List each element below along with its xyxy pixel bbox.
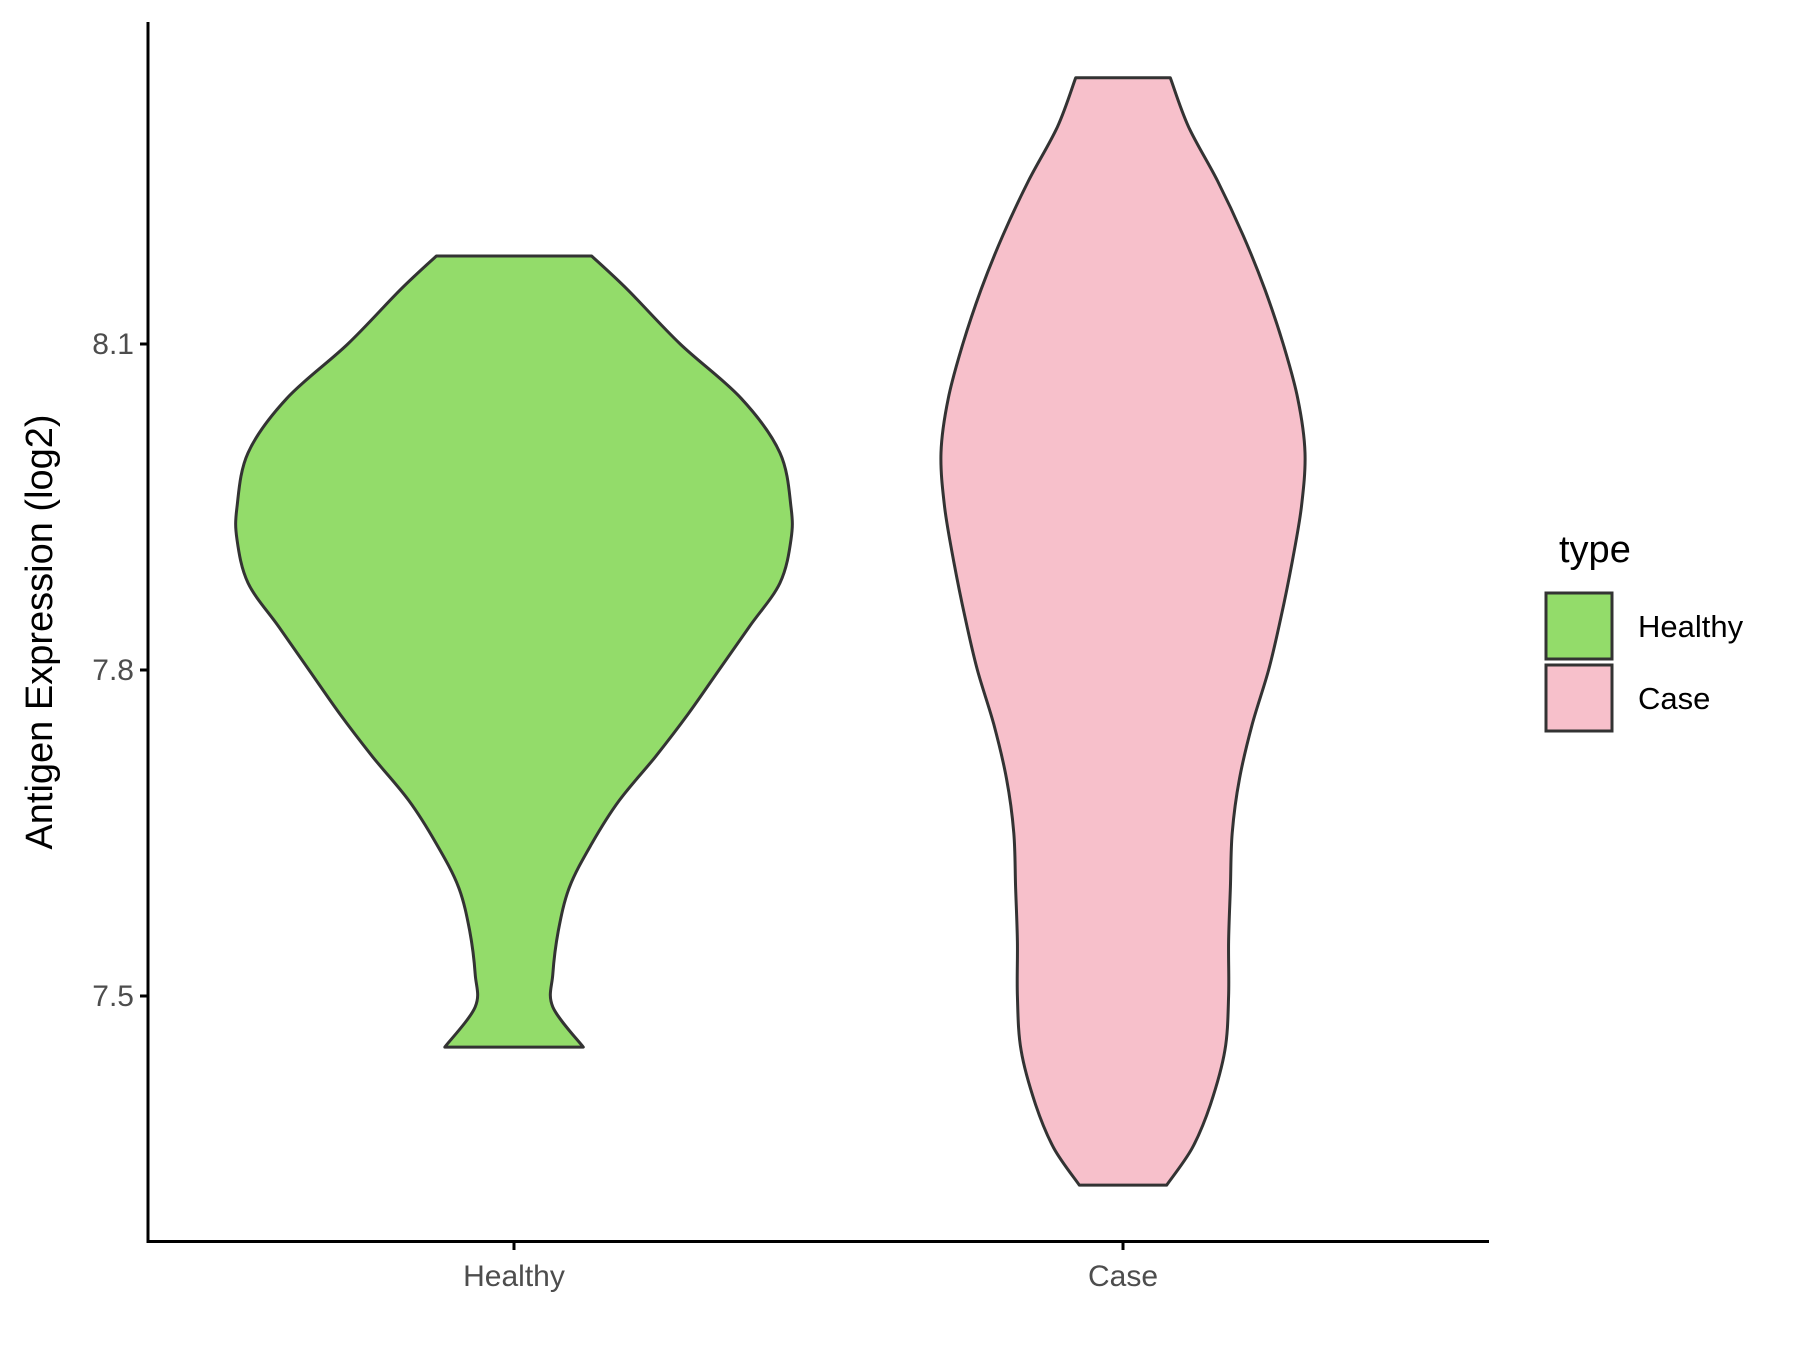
x-tick-label: Case	[1088, 1260, 1158, 1293]
violin-case	[939, 76, 1307, 1187]
legend-label: Case	[1638, 681, 1710, 716]
y-axis-ticks: 7.5 7.8 8.1	[92, 328, 148, 1013]
legend-key-case	[1544, 663, 1614, 733]
y-tick-label: 7.5	[92, 980, 134, 1013]
legend-label: Healthy	[1638, 609, 1744, 644]
x-axis-ticks: Healthy Case	[463, 1241, 1158, 1293]
y-tick-label: 8.1	[92, 328, 134, 361]
legend: type Healthy Case	[1544, 529, 1744, 733]
y-axis-title: Antigen Expression (log2)	[19, 414, 61, 849]
y-tick-label: 7.8	[92, 654, 134, 687]
violin-layer	[234, 76, 1307, 1187]
x-tick-label: Healthy	[463, 1260, 565, 1293]
legend-key-healthy	[1544, 591, 1614, 661]
legend-title: type	[1559, 529, 1631, 571]
violin-healthy	[234, 254, 794, 1049]
